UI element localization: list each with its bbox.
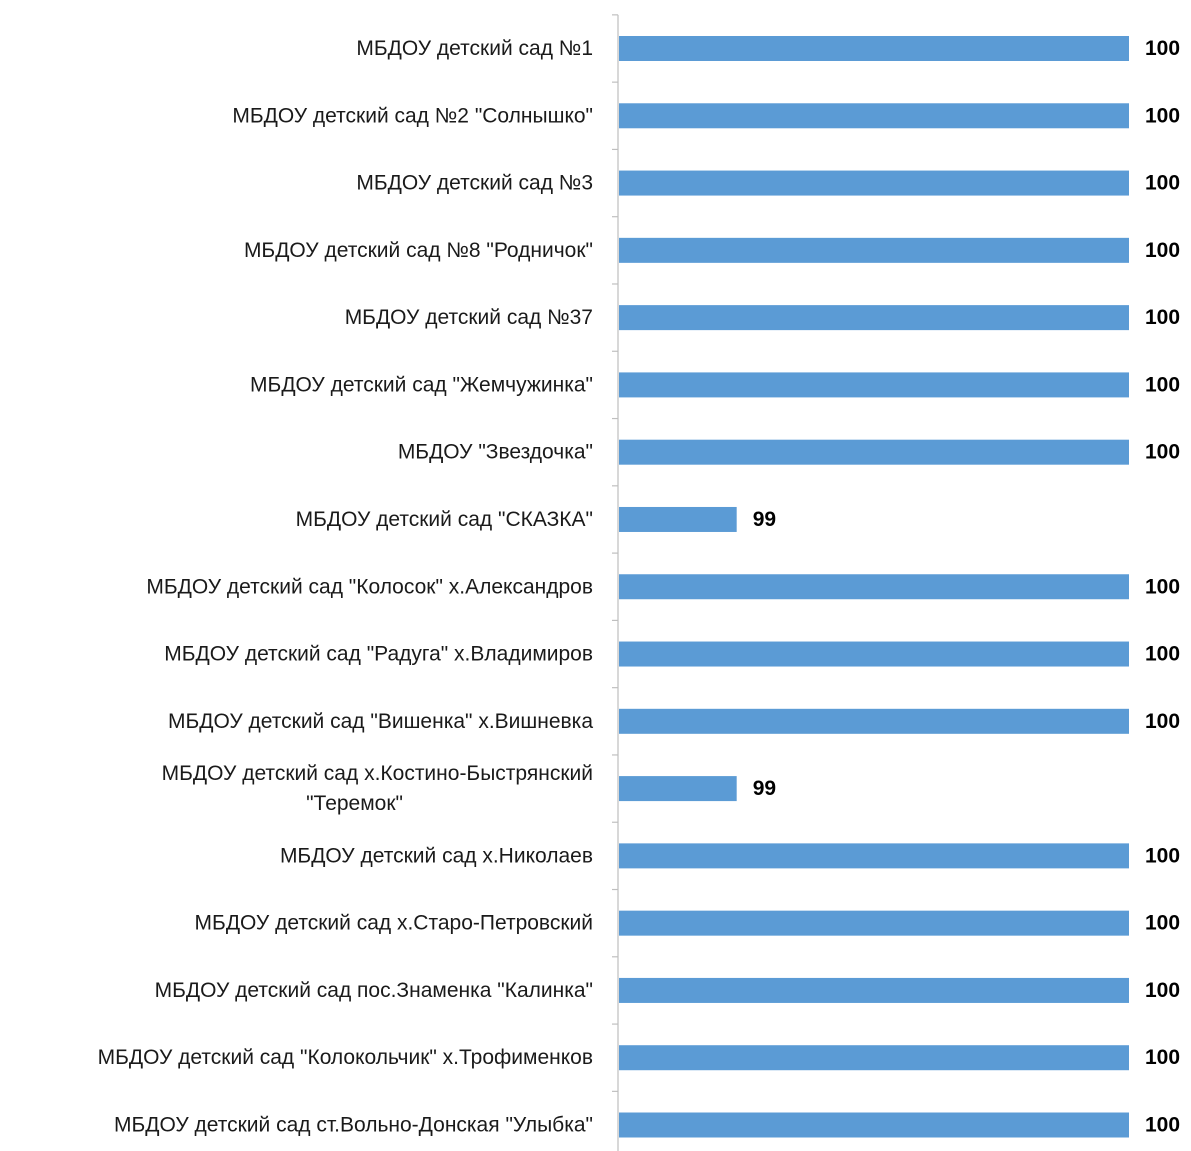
category-label: МБДОУ детский сад "Колосок" х.Александро… [146, 575, 593, 598]
category-label: МБДОУ детский сад х.Старо-Петровский [195, 912, 593, 935]
bar [619, 372, 1129, 398]
value-label: 100 [1145, 844, 1180, 867]
bar [619, 1112, 1129, 1138]
category-label-line: МБДОУ детский сад №1 [356, 37, 593, 60]
category-label: МБДОУ детский сад №2 "Солнышко" [232, 104, 593, 127]
bar [619, 103, 1129, 129]
value-label: 100 [1145, 239, 1180, 262]
category-label-line: МБДОУ детский сад х.Старо-Петровский [195, 912, 593, 935]
bar [619, 170, 1129, 196]
category-label: МБДОУ детский сад №1 [356, 37, 593, 60]
category-label-line: МБДОУ детский сад №8 "Родничок" [244, 239, 593, 262]
category-label: МБДОУ детский сад №8 "Родничок" [244, 239, 593, 262]
category-label-line: МБДОУ детский сад "Жемчужинка" [250, 373, 593, 396]
value-label: 99 [753, 508, 776, 531]
bar [619, 641, 1129, 667]
value-label: 100 [1145, 1114, 1180, 1137]
bar [619, 305, 1129, 331]
category-label: МБДОУ детский сад х.Костино-Быстрянский "… [162, 762, 593, 815]
category-label-line: МБДОУ детский сад "Вишенка" х.Вишневка [168, 710, 593, 733]
value-label: 100 [1145, 912, 1180, 935]
value-label: 100 [1145, 575, 1180, 598]
category-label: МБДОУ детский сад "Вишенка" х.Вишневка [168, 710, 593, 733]
value-label: 100 [1145, 172, 1180, 195]
category-label-line: МБДОУ детский сад №37 [345, 306, 593, 329]
value-label: 100 [1145, 37, 1180, 60]
bar [619, 776, 737, 802]
bar [619, 708, 1129, 734]
category-label: МБДОУ детский сад "Колокольчик" х.Трофим… [98, 1046, 593, 1069]
value-labels-layer: 100 100 100 100 100 100 100 99 100 100 100 99 100 100… [753, 37, 1180, 1137]
value-label: 100 [1145, 104, 1180, 127]
value-label: 100 [1145, 643, 1180, 666]
category-label-line: МБДОУ детский сад №3 [356, 172, 593, 195]
value-label: 100 [1145, 373, 1180, 396]
category-label-line: МБДОУ детский сад "Колосок" х.Александро… [146, 575, 593, 598]
bar [619, 910, 1129, 936]
bar [619, 843, 1129, 869]
category-label-line: МБДОУ детский сад "Радуга" х.Владимиров [164, 643, 593, 666]
bar [619, 506, 737, 532]
value-label: 100 [1145, 306, 1180, 329]
bar [619, 237, 1129, 263]
category-label: МБДОУ детский сад ст.Вольно-Донская "Улы… [114, 1114, 593, 1137]
axis-layer [612, 14, 619, 1151]
value-label: 100 [1145, 979, 1180, 1002]
bar [619, 36, 1129, 61]
value-label: 100 [1145, 710, 1180, 733]
bars-layer [619, 36, 1129, 1138]
category-label-line: МБДОУ детский сад х.Николаев [280, 844, 593, 867]
category-label: МБДОУ детский сад №37 [345, 306, 593, 329]
bar [619, 574, 1129, 600]
category-label-line: МБДОУ детский сад "Колокольчик" х.Трофим… [98, 1046, 593, 1069]
category-label-line: МБДОУ детский сад "СКАЗКА" [296, 508, 593, 531]
bar [619, 977, 1129, 1003]
category-label: МБДОУ детский сад "Жемчужинка" [250, 373, 593, 396]
value-label: 100 [1145, 1046, 1180, 1069]
bar [619, 439, 1129, 465]
category-label-line: "Теремок" [306, 792, 403, 815]
category-label: МБДОУ детский сад пос.Знаменка "Калинка" [155, 979, 593, 1002]
category-label: МБДОУ детский сад х.Николаев [280, 844, 593, 867]
category-labels-layer: МБДОУ детский сад №1 МБДОУ детский сад №2… [98, 37, 594, 1137]
bar [619, 1045, 1129, 1071]
category-label-line: МБДОУ "Звездочка" [398, 441, 593, 464]
category-label-line: МБДОУ детский сад пос.Знаменка "Калинка" [155, 979, 593, 1002]
category-label-line: МБДОУ детский сад ст.Вольно-Донская "Улы… [114, 1114, 593, 1137]
category-label: МБДОУ детский сад "СКАЗКА" [296, 508, 593, 531]
category-label: МБДОУ детский сад "Радуга" х.Владимиров [164, 643, 593, 666]
value-label: 99 [753, 777, 776, 800]
value-label: 100 [1145, 441, 1180, 464]
category-label: МБДОУ детский сад №3 [356, 172, 593, 195]
category-label: МБДОУ "Звездочка" [398, 441, 593, 464]
category-label-line: МБДОУ детский сад №2 "Солнышко" [232, 104, 593, 127]
category-label-line: МБДОУ детский сад х.Костино-Быстрянский [162, 762, 593, 785]
